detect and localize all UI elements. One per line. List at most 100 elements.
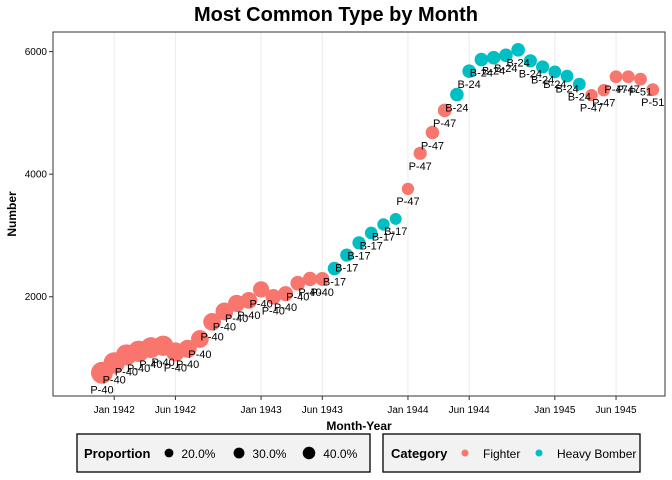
data-point-label: P-40 bbox=[115, 367, 138, 379]
data-point-label: B-24 bbox=[555, 84, 578, 96]
category-legend-key bbox=[461, 449, 469, 457]
data-point bbox=[646, 83, 660, 96]
proportion-legend-key bbox=[233, 447, 245, 459]
data-point-label: P-51 bbox=[629, 87, 652, 99]
y-tick-label: 2000 bbox=[25, 292, 48, 303]
y-tick-label: 6000 bbox=[25, 47, 48, 58]
data-point bbox=[265, 288, 282, 305]
data-point-label: B-17 bbox=[360, 240, 383, 252]
data-point-label: P-40 bbox=[249, 298, 272, 310]
data-point-label: B-24 bbox=[568, 91, 591, 103]
proportion-legend-box bbox=[76, 433, 371, 473]
data-point bbox=[585, 88, 598, 102]
data-point bbox=[511, 42, 525, 57]
data-point bbox=[240, 291, 258, 309]
data-point-label: P-40 bbox=[237, 310, 260, 322]
data-point bbox=[560, 69, 574, 83]
data-point-label: B-17 bbox=[384, 226, 407, 238]
data-point bbox=[450, 87, 464, 102]
data-point bbox=[190, 330, 209, 348]
data-point-label: B-24 bbox=[531, 75, 554, 87]
x-tick-label: Jun 1943 bbox=[302, 405, 344, 416]
data-point-label: B-24 bbox=[506, 58, 529, 70]
data-point bbox=[252, 281, 270, 298]
data-point-label: P-40 bbox=[274, 302, 297, 314]
data-point bbox=[621, 70, 635, 84]
data-point bbox=[572, 77, 586, 91]
data-point bbox=[474, 52, 489, 67]
data-point-label: B-24 bbox=[519, 68, 542, 80]
data-point-label: B-24 bbox=[470, 67, 493, 79]
data-point-label: B-24 bbox=[445, 102, 468, 114]
data-point bbox=[486, 50, 501, 65]
data-point bbox=[178, 339, 197, 358]
data-point bbox=[302, 271, 318, 287]
data-point-label: P-40 bbox=[139, 359, 162, 371]
category-legend-label: Fighter bbox=[483, 447, 520, 461]
grid bbox=[113, 32, 617, 396]
data-point bbox=[536, 60, 550, 74]
data-point bbox=[523, 54, 537, 68]
data-point bbox=[327, 261, 342, 276]
data-point bbox=[597, 84, 610, 97]
proportion-legend: Proportion 20.0% 30.0% 40.0% bbox=[76, 433, 371, 473]
proportion-legend-label: 20.0% bbox=[181, 447, 215, 461]
x-tick-label: Jun 1944 bbox=[449, 405, 491, 416]
y-axis-title: Number bbox=[5, 191, 19, 237]
data-point bbox=[315, 271, 330, 286]
category-legend-box bbox=[382, 433, 641, 473]
proportion-legend-label: 30.0% bbox=[252, 447, 286, 461]
data-point bbox=[425, 125, 440, 140]
data-point-label: P-40 bbox=[213, 321, 236, 333]
data-point bbox=[290, 275, 306, 291]
proportion-legend-key bbox=[302, 446, 316, 460]
data-point bbox=[340, 248, 354, 262]
data-point-label: B-24 bbox=[543, 79, 566, 91]
y-axis: 2000 4000 6000 bbox=[25, 47, 53, 303]
data-point bbox=[377, 218, 390, 231]
data-point-label: B-24 bbox=[482, 66, 505, 78]
x-axis: Jan 1942 Jun 1942 Jan 1943 Jun 1943 Jan 1944… bbox=[94, 396, 637, 416]
data-point bbox=[401, 182, 415, 196]
data-point-label: P-40 bbox=[311, 287, 334, 299]
data-point-label: P-40 bbox=[298, 287, 321, 299]
data-point bbox=[413, 146, 427, 160]
data-point-label: P-40 bbox=[103, 375, 126, 387]
data-point-label: B-24 bbox=[458, 79, 481, 91]
data-point bbox=[499, 48, 513, 63]
data-point-label: P-40 bbox=[200, 332, 223, 344]
x-tick-label: Jan 1945 bbox=[534, 405, 576, 416]
x-tick-label: Jun 1945 bbox=[595, 405, 637, 416]
data-point-label: P-40 bbox=[176, 359, 199, 371]
data-point bbox=[203, 312, 222, 331]
x-axis-title: Month-Year bbox=[326, 419, 392, 433]
data-point-label: B-24 bbox=[494, 63, 517, 75]
point-labels: P-40P-40P-40P-40P-40P-40P-40P-40P-40P-40… bbox=[90, 58, 664, 397]
data-point-label: P-40 bbox=[188, 349, 211, 361]
data-point bbox=[437, 103, 452, 118]
data-point-label: P-40 bbox=[152, 357, 175, 369]
plot-panel-border bbox=[52, 31, 666, 397]
data-point-label: P-40 bbox=[90, 385, 113, 397]
data-points bbox=[91, 42, 660, 384]
data-point-label: B-17 bbox=[372, 232, 395, 244]
data-point-label: P-40 bbox=[262, 305, 285, 317]
data-point-label: B-17 bbox=[335, 263, 358, 275]
data-point-label: P-47 bbox=[592, 97, 615, 109]
data-point-label: P-47 bbox=[396, 196, 419, 208]
data-point-label: P-47 bbox=[580, 102, 603, 114]
category-legend: Category Fighter Heavy Bomber bbox=[382, 433, 641, 473]
data-point-label: P-47 bbox=[617, 84, 640, 96]
data-point-label: P-47 bbox=[409, 161, 432, 173]
category-legend-title: Category bbox=[391, 446, 448, 461]
proportion-legend-key bbox=[164, 448, 174, 458]
x-tick-label: Jan 1943 bbox=[241, 405, 283, 416]
data-point bbox=[364, 226, 378, 240]
data-point-label: B-17 bbox=[347, 250, 370, 262]
data-point-label: P-47 bbox=[421, 140, 444, 152]
data-point-label: B-17 bbox=[323, 276, 346, 288]
data-point-label: P-40 bbox=[286, 292, 309, 304]
x-tick-label: Jan 1944 bbox=[387, 405, 429, 416]
data-point bbox=[548, 65, 562, 79]
